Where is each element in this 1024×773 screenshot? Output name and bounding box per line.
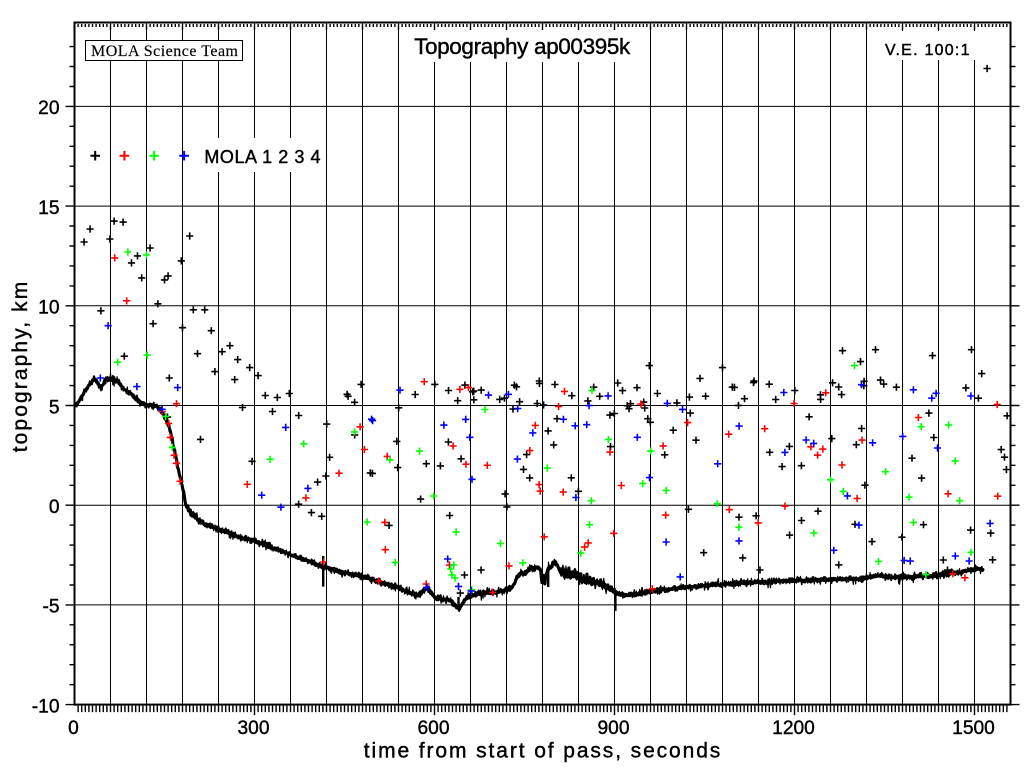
svg-text:MOLA 1 2 3 4: MOLA 1 2 3 4 [204,147,321,167]
svg-text:300: 300 [237,718,269,739]
svg-text:15: 15 [38,198,59,219]
svg-text:5: 5 [49,397,60,418]
svg-text:0: 0 [68,718,79,739]
svg-text:MOLA Science Team: MOLA Science Team [91,43,239,60]
svg-text:time from start of pass, secon: time from start of pass, seconds [364,740,722,763]
svg-text:-10: -10 [32,696,60,717]
svg-text:20: 20 [38,98,59,119]
svg-text:-5: -5 [42,597,59,618]
svg-text:V.E. 100:1: V.E. 100:1 [885,42,971,59]
svg-text:Topography ap00395k: Topography ap00395k [414,34,631,59]
svg-text:topography, km: topography, km [9,280,32,453]
svg-text:1200: 1200 [772,718,815,739]
svg-text:600: 600 [417,718,449,739]
svg-text:900: 900 [597,718,629,739]
svg-text:1500: 1500 [952,718,995,739]
svg-text:10: 10 [38,298,59,319]
svg-text:0: 0 [49,497,60,518]
